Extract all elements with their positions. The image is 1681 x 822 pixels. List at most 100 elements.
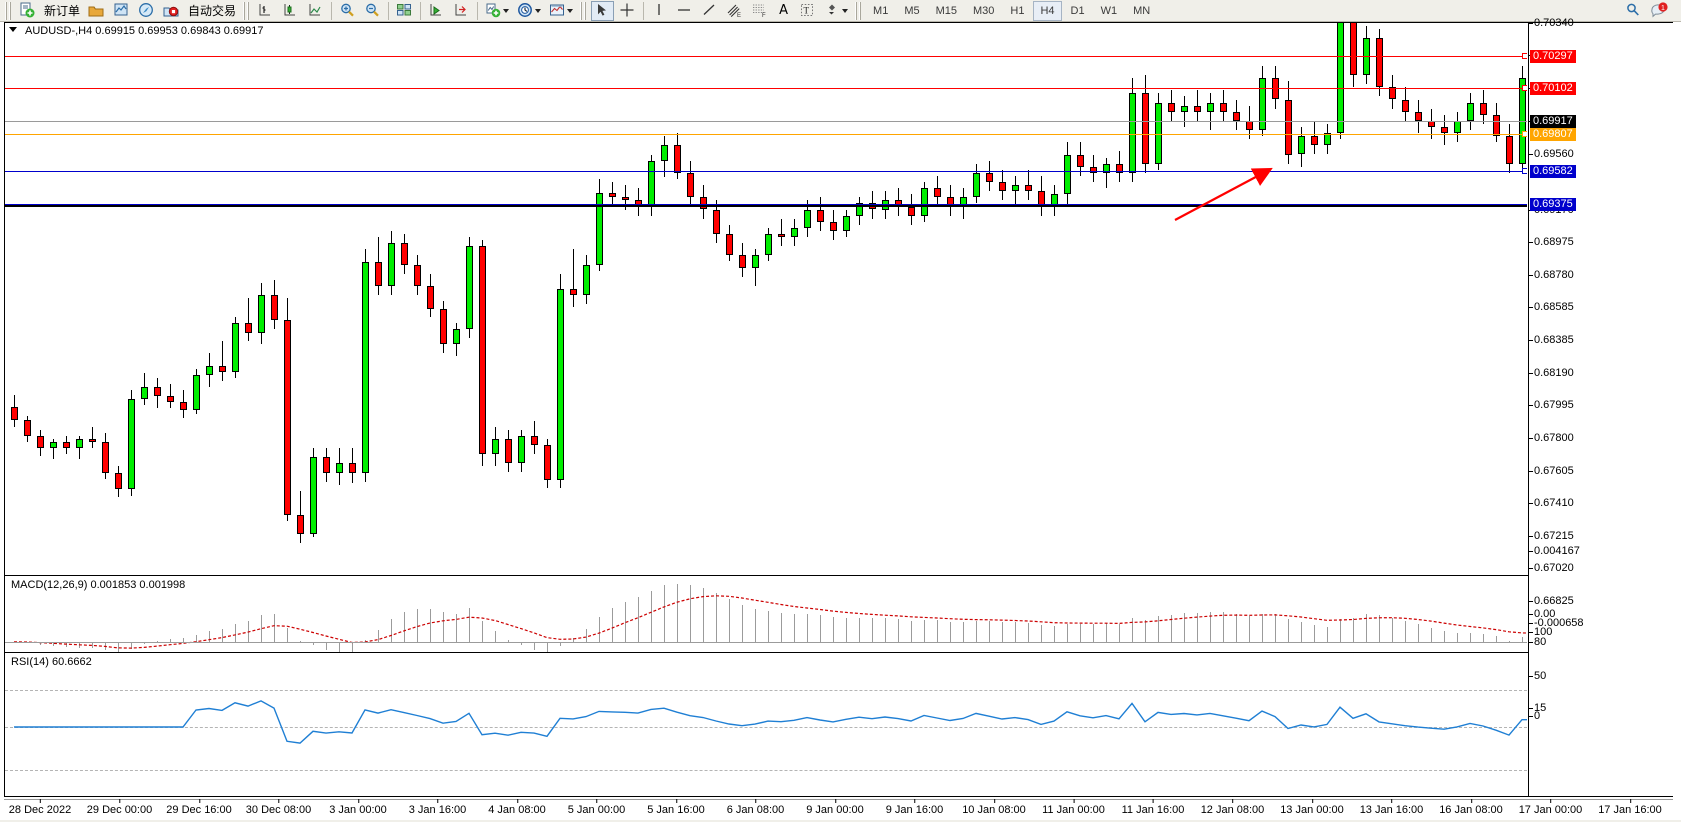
- price-line-handle[interactable]: [1522, 53, 1527, 59]
- timeframe-w1[interactable]: W1: [1100, 4, 1118, 17]
- candle-body: [1168, 102, 1175, 112]
- candle-body: [167, 396, 174, 403]
- alerts-icon[interactable]: 1: [1647, 1, 1672, 21]
- zoom-out-icon[interactable]: [361, 1, 384, 21]
- vertical-line-icon[interactable]: [648, 1, 671, 21]
- price-line-lower-bound[interactable]: [5, 205, 1527, 207]
- price-badge-support-2[interactable]: 0.69375: [1530, 198, 1576, 211]
- auto-scroll-icon[interactable]: [425, 1, 448, 21]
- price-badge-current-price[interactable]: 0.69917: [1530, 115, 1576, 128]
- toolbar-grip[interactable]: [5, 1, 12, 20]
- toolbar-separator-1: [331, 1, 333, 20]
- price-line-support-1[interactable]: [5, 168, 1527, 174]
- price-badge-pivot[interactable]: 0.69807: [1530, 128, 1576, 141]
- period-icon[interactable]: [514, 1, 544, 21]
- timeframe-m15[interactable]: M15: [935, 4, 957, 17]
- price-line-resistance-2[interactable]: [5, 53, 1527, 59]
- macd-bar: [1158, 616, 1159, 642]
- candle: [1051, 23, 1059, 575]
- chevron-down-icon[interactable]: [503, 8, 510, 13]
- price-pane[interactable]: AUDUSD-,H4 0.69915 0.69953 0.69843 0.699…: [5, 23, 1527, 575]
- candle-body: [414, 264, 421, 286]
- chart-frame: AUDUSD-,H4 0.69915 0.69953 0.69843 0.699…: [4, 18, 1673, 797]
- text-label-icon[interactable]: T: [796, 1, 819, 21]
- price-line-resistance-1[interactable]: [5, 85, 1527, 91]
- horizontal-scrollbar[interactable]: [0, 820, 1681, 822]
- navigator-icon[interactable]: [135, 1, 158, 21]
- macd-bar: [1353, 617, 1354, 642]
- candle-body: [37, 435, 44, 449]
- market-watch-icon[interactable]: [110, 1, 133, 21]
- crosshair-icon[interactable]: [616, 1, 639, 21]
- timeframe-m5[interactable]: M5: [904, 4, 920, 17]
- price-axis[interactable]: 0.703400.701450.699500.697550.695600.691…: [1528, 18, 1673, 796]
- rsi-level-80: [5, 690, 1527, 692]
- toolbar-grip-3[interactable]: [580, 1, 588, 20]
- line-chart-icon[interactable]: [304, 1, 327, 21]
- candle: [453, 23, 461, 575]
- trendline-icon[interactable]: [698, 1, 721, 21]
- chart-shift-icon[interactable]: [450, 1, 473, 21]
- chevron-down-icon-2[interactable]: [535, 8, 542, 13]
- time-tick: 13 Jan 00:00: [1280, 799, 1344, 816]
- indicators-icon[interactable]: [482, 1, 512, 21]
- toolbar-grip-4[interactable]: [855, 1, 863, 20]
- search-icon[interactable]: [1622, 1, 1645, 21]
- candle-body: [1480, 102, 1487, 115]
- chevron-down-icon-3[interactable]: [567, 8, 574, 13]
- shapes-icon[interactable]: [821, 1, 851, 21]
- candle-body: [1454, 120, 1461, 134]
- candle: [531, 23, 539, 575]
- new-order-icon[interactable]: [16, 1, 39, 21]
- templates-icon[interactable]: [546, 1, 576, 21]
- chart-dropdown-icon[interactable]: [9, 27, 17, 32]
- macd-bar: [1509, 640, 1510, 642]
- candle-body: [1324, 133, 1331, 146]
- new-order-label[interactable]: 新订单: [44, 4, 81, 18]
- candle: [1441, 23, 1449, 575]
- macd-bar: [898, 618, 899, 642]
- price-line-support-2[interactable]: [5, 204, 1527, 205]
- equidistant-channel-icon[interactable]: E: [723, 1, 746, 21]
- toolbar-grip-2[interactable]: [243, 1, 251, 20]
- candle-body: [986, 172, 993, 183]
- price-badge-resistance-1[interactable]: 0.70102: [1530, 82, 1576, 95]
- fibonacci-icon[interactable]: F: [748, 1, 771, 21]
- rsi-pane[interactable]: RSI(14) 60.6662: [5, 654, 1527, 796]
- time-axis[interactable]: 28 Dec 2022 29 Dec 00:00 29 Dec 16:00 30 De…: [4, 799, 1673, 820]
- cursor-icon[interactable]: [591, 0, 615, 21]
- candle: [1350, 23, 1358, 575]
- autotrading-icon[interactable]: [160, 1, 183, 21]
- autotrading-label[interactable]: 自动交易: [188, 4, 237, 18]
- timeframe-mn[interactable]: MN: [1133, 4, 1151, 17]
- price-line-current-price[interactable]: [5, 121, 1527, 122]
- macd-bar: [1249, 616, 1250, 642]
- price-tick: 0.67410: [1529, 497, 1574, 509]
- candle-body: [453, 328, 460, 345]
- zoom-in-icon[interactable]: [336, 1, 359, 21]
- chevron-down-icon-4[interactable]: [842, 8, 849, 13]
- timeframe-m30[interactable]: M30: [973, 4, 995, 17]
- tile-windows-icon[interactable]: [393, 1, 416, 21]
- horizontal-line-icon[interactable]: [673, 1, 696, 21]
- macd-bar: [924, 619, 925, 642]
- timeframe-h1[interactable]: H1: [1010, 4, 1025, 17]
- profiles-icon[interactable]: [85, 1, 108, 21]
- text-icon[interactable]: A: [779, 3, 788, 18]
- candle: [1012, 23, 1020, 575]
- price-line-pivot[interactable]: [5, 131, 1527, 137]
- timeframe-d1[interactable]: D1: [1070, 4, 1085, 17]
- macd-pane[interactable]: MACD(12,26,9) 0.001853 0.001998: [5, 577, 1527, 652]
- timeframe-m1[interactable]: M1: [873, 4, 889, 17]
- candle-body: [1155, 102, 1162, 164]
- price-line-handle[interactable]: [1522, 168, 1527, 174]
- price-line-handle[interactable]: [1522, 131, 1527, 137]
- bar-chart-icon[interactable]: [254, 1, 277, 21]
- candle-wick: [248, 298, 249, 341]
- price-badge-support-1[interactable]: 0.69582: [1530, 165, 1576, 178]
- timeframe-h4[interactable]: H4: [1033, 0, 1062, 21]
- toolbar-separator-5: [643, 1, 645, 20]
- price-badge-resistance-2[interactable]: 0.70297: [1530, 50, 1576, 63]
- candlestick-chart-icon[interactable]: [279, 1, 302, 21]
- price-line-handle[interactable]: [1522, 85, 1527, 91]
